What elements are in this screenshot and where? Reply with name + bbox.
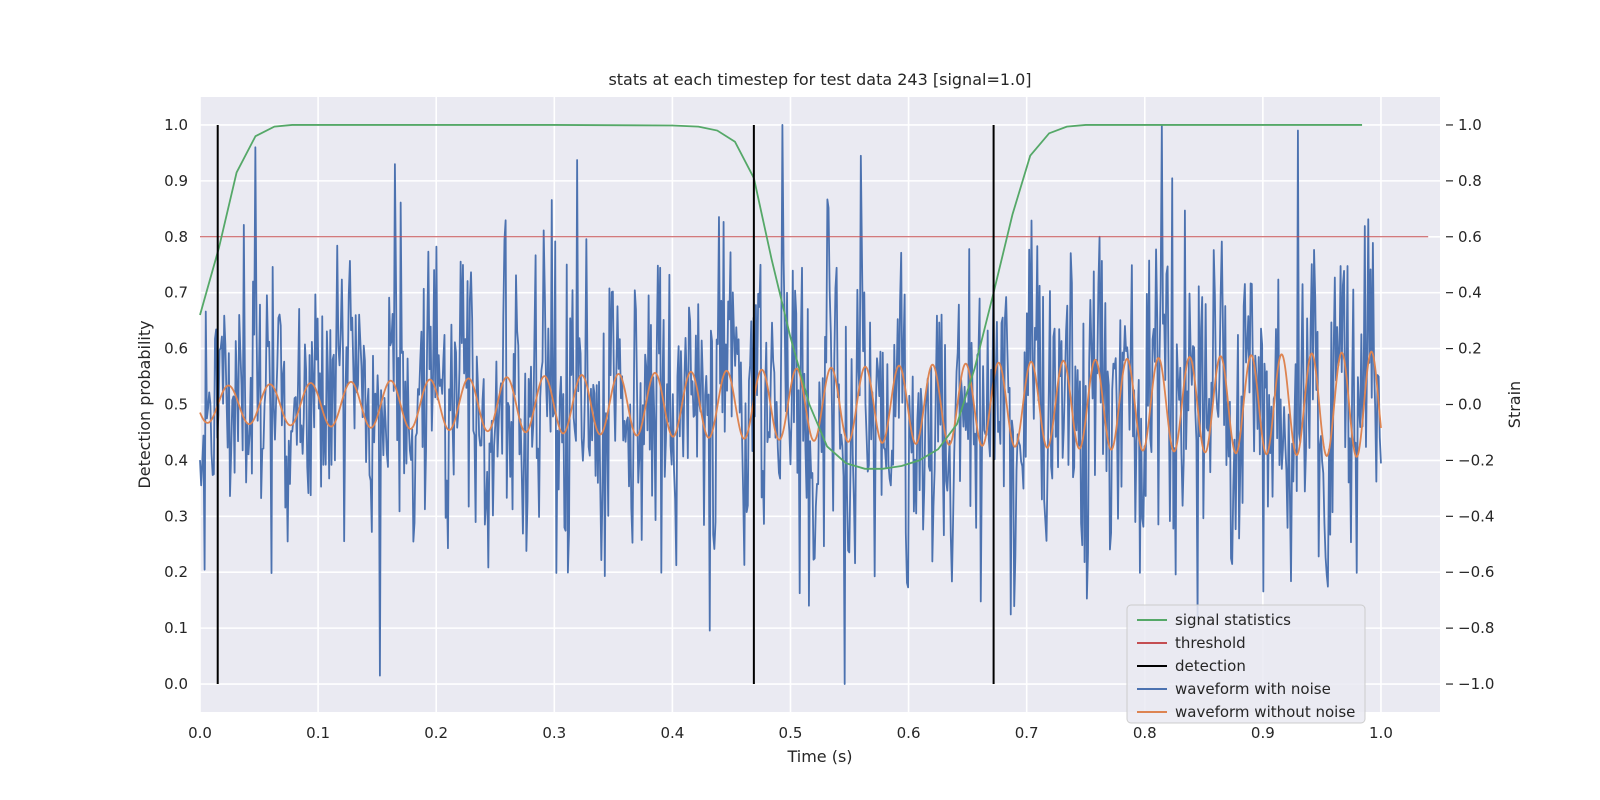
x-tick-label: 0.4 [660,724,684,742]
ticks-layer: 0.0 0.1 0.2 0.3 0.4 0.5 0.6 0.7 0.8 0.9 1.0 0.0 0.1 0… [164,116,1494,742]
y-axis-label: Detection probability [135,320,154,488]
y2-tick-label: 0.4 [1458,284,1482,302]
y-tick-label: 0.6 [164,340,188,358]
legend-label: waveform with noise [1175,680,1331,698]
x-tick-label: 1.0 [1369,724,1393,742]
y-tick-label: 0.0 [164,675,188,693]
series-layer [199,124,1429,685]
y-tick-label: 0.8 [164,228,188,246]
y2-tick-label: −0.2 [1458,451,1494,469]
x-tick-label: 0.7 [1015,724,1039,742]
x-tick-label: 0.1 [306,724,330,742]
x-tick-label: 0.3 [542,724,566,742]
y-tick-label: 0.4 [164,451,188,469]
x-tick-label: 0.8 [1133,724,1157,742]
y-tick-label: 0.9 [164,172,188,190]
y2-tick-label: 0.8 [1458,172,1482,190]
y2-tick-label: −0.8 [1458,619,1494,637]
legend-label: threshold [1175,634,1246,652]
x-tick-label: 0.5 [779,724,803,742]
legend-box [1126,604,1366,724]
x-tick-label: 0.6 [897,724,921,742]
y2-tick-label: 0.0 [1458,396,1482,414]
signal-statistics-line [199,124,1363,470]
legend: signal statistics threshold detection wavef… [1126,604,1366,724]
legend-label: detection [1175,657,1246,675]
y2-tick-label: −1.0 [1458,675,1494,693]
x-tick-label: 0.2 [424,724,448,742]
legend-label: waveform without noise [1175,703,1355,721]
y-tick-label: 0.1 [164,619,188,637]
y-tick-label: 0.3 [164,507,188,525]
waveform-without-noise-line [199,350,1382,458]
y-tick-label: 1.0 [164,116,188,134]
chart-title: stats at each timestep for test data 243… [608,70,1031,89]
y2-tick-label: 1.0 [1458,116,1482,134]
y-tick-label: 0.7 [164,284,188,302]
y-tick-label: 0.2 [164,563,188,581]
x-axis-label: Time (s) [786,747,852,766]
y2-tick-label: −0.6 [1458,563,1494,581]
y2-tick-label: 0.6 [1458,228,1482,246]
legend-label: signal statistics [1175,611,1291,629]
y2-tick-label: 0.2 [1458,340,1482,358]
y-tick-label: 0.5 [164,396,188,414]
y2-tick-label: −0.4 [1458,507,1494,525]
x-tick-label: 0.0 [188,724,212,742]
y2-axis-label: Strain [1505,381,1524,428]
x-tick-label: 0.9 [1251,724,1275,742]
